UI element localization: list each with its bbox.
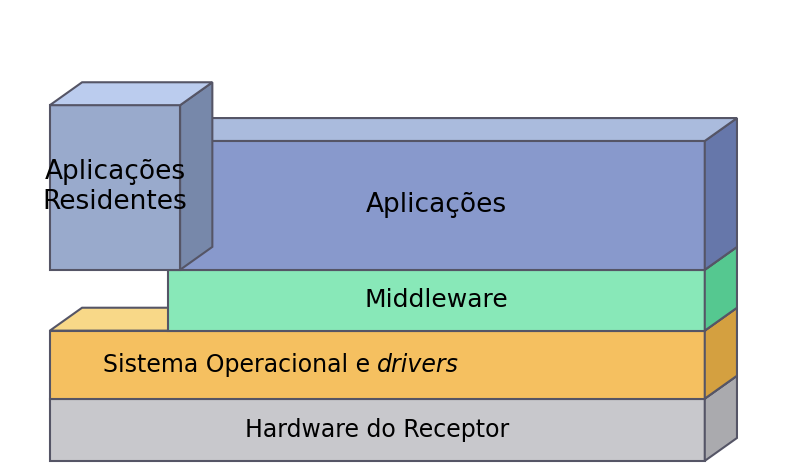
Text: Sistema Operacional e: Sistema Operacional e [102,352,377,377]
Polygon shape [50,330,705,399]
Text: Hardware do Receptor: Hardware do Receptor [245,418,510,442]
Polygon shape [168,247,737,270]
Polygon shape [50,376,737,399]
Polygon shape [50,105,180,270]
Text: Aplicações
Residentes: Aplicações Residentes [43,160,187,215]
Text: Middleware: Middleware [364,288,508,312]
Polygon shape [168,118,737,141]
Polygon shape [180,82,212,270]
Polygon shape [168,141,705,270]
Text: Aplicações: Aplicações [366,192,507,219]
Polygon shape [705,247,737,330]
Polygon shape [50,399,705,461]
Polygon shape [50,308,737,330]
Polygon shape [50,82,212,105]
Polygon shape [168,270,705,330]
Polygon shape [705,118,737,270]
Polygon shape [705,376,737,461]
Polygon shape [705,308,737,399]
Text: drivers: drivers [377,352,459,377]
